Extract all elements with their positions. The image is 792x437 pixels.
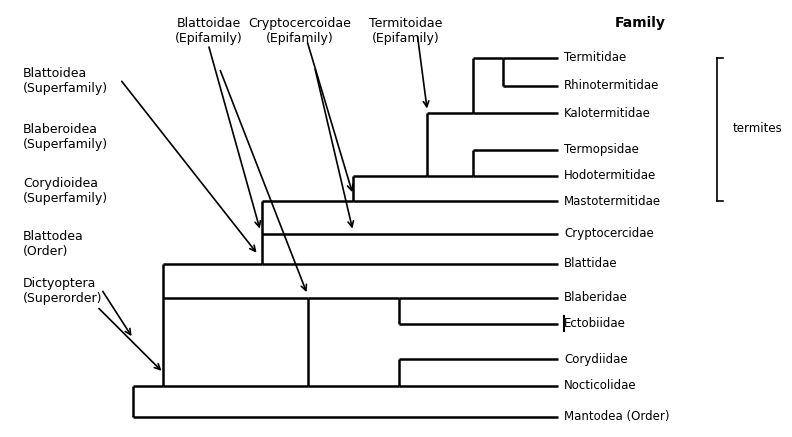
Text: Cryptocercidae: Cryptocercidae <box>564 227 653 240</box>
Text: Family: Family <box>615 17 665 31</box>
Text: Nocticolidae: Nocticolidae <box>564 379 637 392</box>
Text: Blaberidae: Blaberidae <box>564 291 628 304</box>
Text: Termitoidae
(Epifamily): Termitoidae (Epifamily) <box>369 17 443 45</box>
Text: Termopsidae: Termopsidae <box>564 143 639 156</box>
Text: Blattoidae
(Epifamily): Blattoidae (Epifamily) <box>175 17 243 45</box>
Text: Mantodea (Order): Mantodea (Order) <box>564 410 669 423</box>
Text: Blaberoidea
(Superfamily): Blaberoidea (Superfamily) <box>23 123 109 151</box>
Text: Rhinotermitidae: Rhinotermitidae <box>564 79 659 92</box>
Text: Corydioidea
(Superfamily): Corydioidea (Superfamily) <box>23 177 109 205</box>
Text: Cryptocercoidae
(Epifamily): Cryptocercoidae (Epifamily) <box>249 17 352 45</box>
Text: Blattodea
(Order): Blattodea (Order) <box>23 230 84 258</box>
Text: Hodotermitidae: Hodotermitidae <box>564 169 656 182</box>
Text: Ectobiidae: Ectobiidae <box>564 317 626 330</box>
Text: Corydiidae: Corydiidae <box>564 353 627 366</box>
Text: Mastotermitidae: Mastotermitidae <box>564 195 661 208</box>
Text: Kalotermitidae: Kalotermitidae <box>564 107 651 120</box>
Text: Blattidae: Blattidae <box>564 257 618 270</box>
Text: termites: termites <box>733 122 782 135</box>
Text: Dictyoptera
(Superorder): Dictyoptera (Superorder) <box>23 277 103 305</box>
Text: Blattoidea
(Superfamily): Blattoidea (Superfamily) <box>23 67 109 95</box>
Text: Termitidae: Termitidae <box>564 51 626 64</box>
